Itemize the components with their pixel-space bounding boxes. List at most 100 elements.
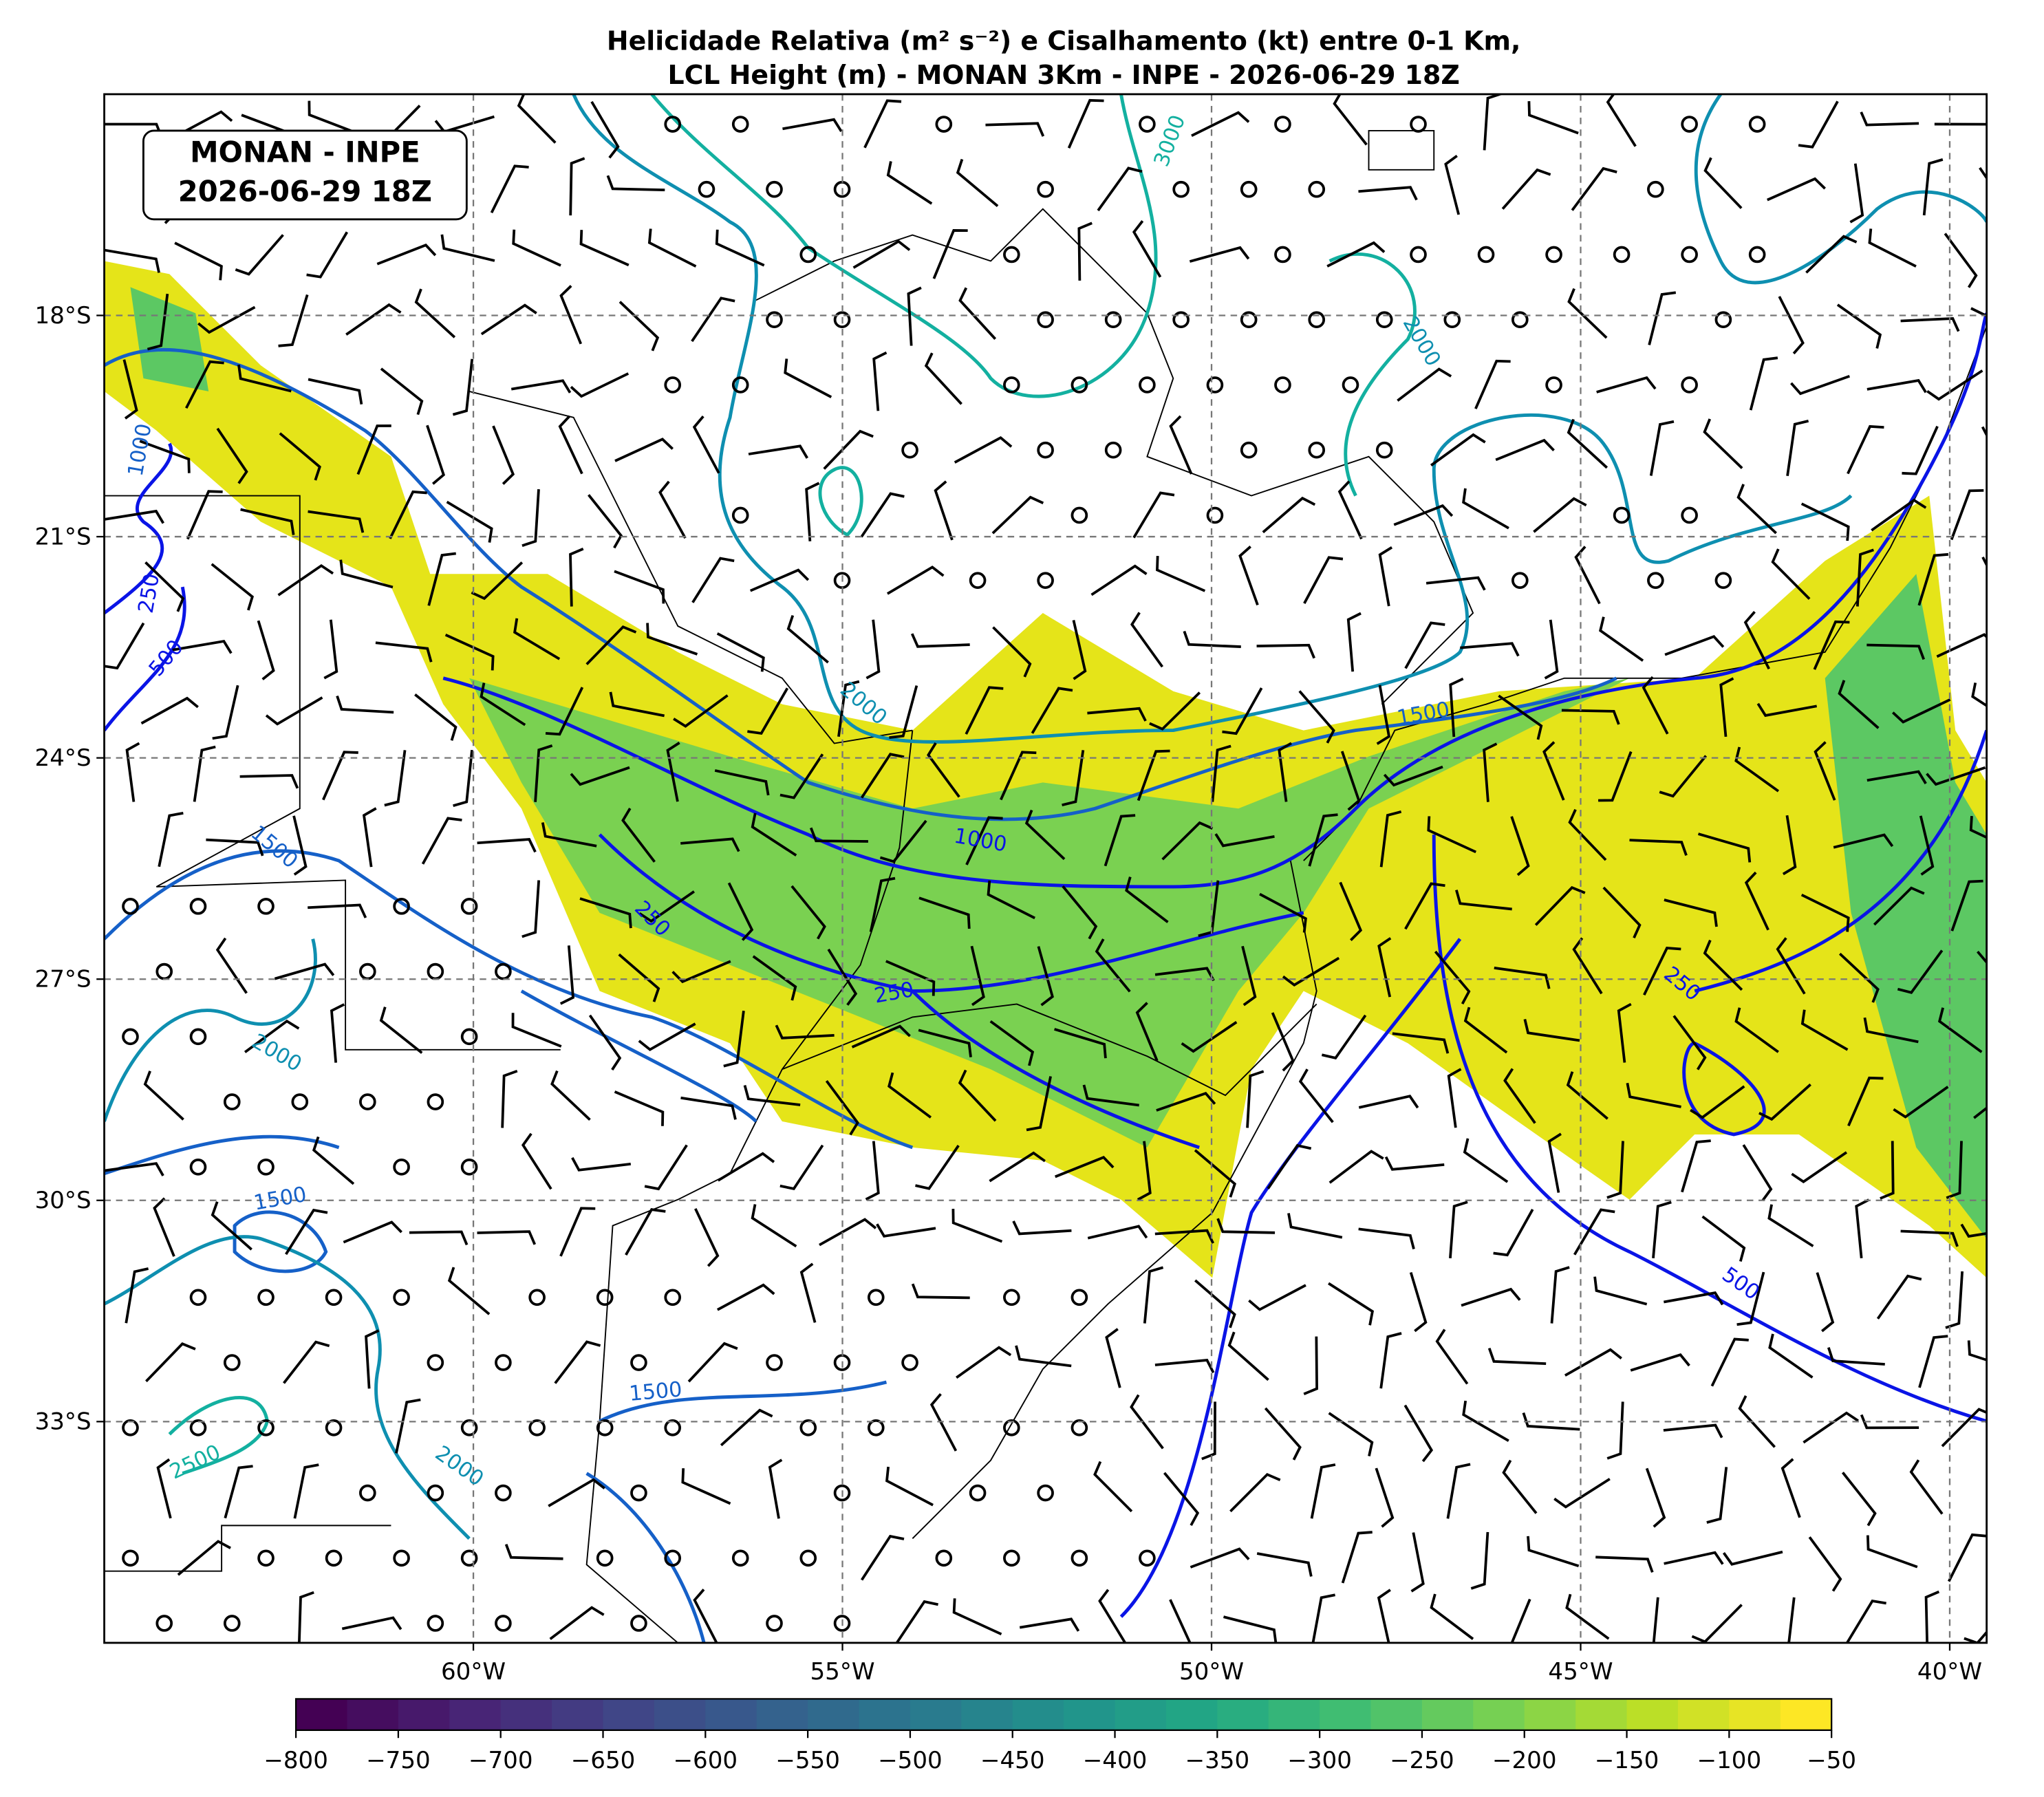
calm-circle: [122, 1549, 139, 1567]
wind-barb: [1397, 367, 1452, 402]
wind-barb: [1358, 1095, 1419, 1109]
y-tick-label: 30°S: [35, 1187, 92, 1214]
wind-barb: [1561, 709, 1620, 725]
wind-barb: [1571, 166, 1617, 211]
wind-barb: [237, 364, 292, 393]
wind-barb: [715, 229, 765, 267]
wind-barb: [747, 687, 789, 735]
wind-barb: [1970, 307, 1987, 318]
wind-barb: [1971, 682, 1987, 707]
wind-barb: [1567, 288, 1608, 339]
wind-barb: [911, 1283, 970, 1300]
wind-barb: [692, 415, 720, 474]
wind-barb: [809, 827, 868, 843]
calm-circle: [1443, 311, 1461, 329]
colorbar-tick-label: −450: [980, 1747, 1045, 1774]
wind-barb: [865, 619, 881, 680]
wind-barb: [1964, 1630, 1987, 1643]
wind-barb: [558, 415, 583, 475]
wind-barb: [1527, 100, 1579, 135]
wind-barb: [384, 750, 407, 807]
calm-circle: [528, 1419, 546, 1436]
wind-barb: [1154, 1229, 1214, 1244]
helicity-shading: [104, 261, 1987, 1278]
wind-barb: [517, 94, 557, 144]
calm-circle: [393, 1159, 410, 1176]
wind-barb: [1449, 677, 1464, 738]
wind-barb: [193, 745, 216, 802]
annotation-line-2: 2026-06-29 18Z: [178, 174, 432, 208]
wind-barb: [924, 352, 962, 405]
wind-barb: [786, 614, 829, 664]
calm-circle: [1545, 376, 1562, 394]
calm-circle: [1003, 1419, 1020, 1436]
wind-barb: [852, 239, 911, 269]
wind-barb: [714, 769, 770, 796]
colorbar-segment: [1064, 1699, 1116, 1730]
calm-circle: [1104, 441, 1122, 459]
wind-barb: [1969, 815, 1987, 839]
calm-circle: [122, 1028, 139, 1046]
wind-barb: [156, 1458, 172, 1519]
wind-barb: [1960, 1223, 1987, 1238]
wind-barb: [1710, 1337, 1749, 1387]
wind-barb: [125, 1267, 149, 1324]
calm-circle: [1410, 246, 1427, 263]
wind-barb: [790, 885, 826, 940]
wind-barb: [1706, 1467, 1728, 1524]
wind-barb: [1800, 1009, 1849, 1051]
wind-barb: [1067, 98, 1104, 149]
wind-barb: [1849, 163, 1864, 224]
helicity-shading-strong: [469, 678, 1630, 1148]
calm-circle: [257, 1289, 275, 1306]
wind-barb: [805, 482, 820, 541]
wind-barb: [1860, 1414, 1919, 1430]
wind-barb: [1376, 685, 1391, 745]
wind-barb: [1483, 742, 1498, 802]
wind-barb: [409, 1230, 469, 1246]
wind-barb: [293, 1463, 319, 1519]
wind-barb: [1847, 1076, 1884, 1127]
wind-barb: [720, 1408, 773, 1447]
wind-barb: [1062, 750, 1085, 807]
wind-barb: [554, 1340, 601, 1384]
wind-barb: [1722, 1550, 1783, 1566]
wind-barb: [1181, 1021, 1238, 1053]
wind-barb: [1574, 546, 1601, 605]
wind-barb: [618, 301, 660, 352]
calm-circle: [1139, 116, 1156, 133]
calm-circle: [460, 1159, 478, 1176]
wind-barb: [185, 360, 224, 409]
wind-barb: [799, 1262, 817, 1323]
wind-barb: [606, 175, 665, 192]
wind-barb: [970, 945, 985, 1007]
wind-barb: [987, 880, 1036, 920]
wind-barb: [1143, 1266, 1164, 1324]
wind-barb: [1377, 937, 1392, 998]
calm-circle: [460, 1549, 478, 1567]
calm-circle: [223, 1615, 241, 1632]
calm-circle: [189, 1419, 207, 1436]
calm-circle: [155, 1615, 173, 1632]
calm-circle: [1071, 1419, 1088, 1436]
wind-barb: [1054, 1028, 1107, 1059]
wind-barb: [752, 955, 797, 1001]
calm-circle: [1071, 1549, 1088, 1567]
wind-barb: [1866, 1535, 1918, 1569]
wind-barb: [440, 234, 495, 262]
wind-barb: [1460, 642, 1520, 657]
wind-barb: [1550, 1266, 1570, 1324]
wind-barb: [1900, 1229, 1959, 1247]
wind-barb: [1522, 1412, 1580, 1431]
wind-barb: [1341, 1531, 1373, 1584]
colorbar-segment: [910, 1699, 962, 1730]
wind-barb: [1734, 746, 1780, 793]
wind-barb: [343, 1220, 402, 1244]
wind-barb: [1897, 949, 1944, 994]
calm-circle: [1003, 1549, 1020, 1567]
wind-barb: [1572, 937, 1603, 995]
wind-barb: [1375, 1467, 1395, 1528]
wind-barb: [1798, 100, 1839, 149]
wind-barb: [444, 634, 495, 671]
wind-barb: [1734, 1007, 1779, 1053]
